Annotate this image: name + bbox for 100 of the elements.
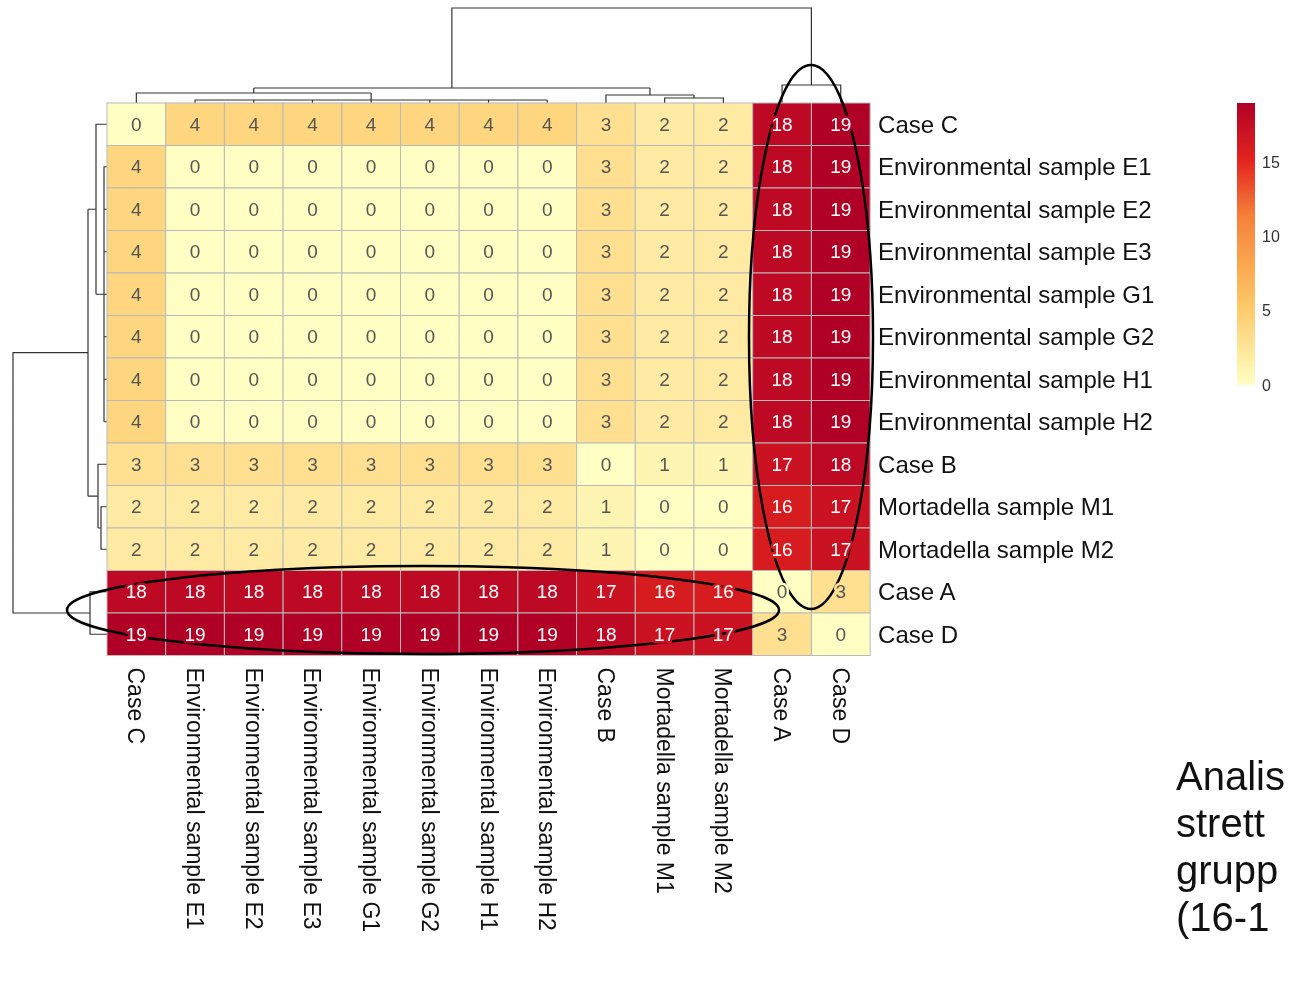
data-label: 2 — [659, 241, 670, 263]
data-label: 2 — [718, 411, 729, 433]
data-label: 19 — [830, 156, 852, 178]
data-label: 0 — [659, 538, 670, 560]
data-label: 18 — [360, 581, 382, 603]
text: strett — [1176, 801, 1265, 845]
data-label: 18 — [771, 411, 793, 433]
data-label: 4 — [307, 113, 319, 135]
data-label: 3 — [541, 453, 553, 475]
data-label: 2 — [424, 538, 436, 560]
data-label: 4 — [189, 113, 201, 135]
data-label: 0 — [483, 368, 494, 390]
data-label: 0 — [307, 326, 318, 348]
data-label: 0 — [718, 538, 729, 560]
data-label: 0 — [600, 453, 612, 475]
x-tick-label: Environmental sample E1 — [182, 667, 209, 930]
data-label: 3 — [600, 283, 612, 305]
y-tick-label: Environmental sample H2 — [878, 408, 1153, 436]
data-label: 19 — [184, 623, 206, 645]
data-label: 4 — [131, 411, 143, 433]
data-label: 4 — [131, 326, 143, 348]
data-label: 0 — [424, 368, 436, 390]
data-label: 18 — [595, 623, 617, 645]
data-label: 18 — [771, 326, 793, 348]
data-label: 0 — [424, 198, 436, 220]
x-tick-label: Environmental sample E3 — [299, 667, 326, 930]
data-label: 19 — [477, 623, 500, 645]
data-label: 0 — [541, 156, 553, 178]
x-tick-label: Case A — [769, 667, 796, 743]
data-label: 3 — [600, 368, 612, 390]
data-label: 3 — [776, 623, 788, 645]
data-label: 2 — [483, 496, 494, 518]
data-label: 0 — [424, 411, 436, 433]
data-label: 2 — [189, 538, 201, 560]
data-label: 0 — [248, 326, 260, 348]
data-label: 19 — [830, 198, 852, 220]
data-label: 2 — [541, 496, 553, 518]
data-label: 19 — [830, 368, 852, 390]
color-bar-label: 0 — [1262, 376, 1271, 394]
x-tick-label: Environmental sample E2 — [240, 667, 267, 930]
y-tick-label: Case D — [878, 620, 959, 648]
data-label: 0 — [659, 496, 670, 518]
data-label: 16 — [712, 581, 734, 603]
data-label: 18 — [125, 581, 147, 603]
data-label: 19 — [360, 623, 382, 645]
data-label: 0 — [483, 156, 494, 178]
text: (16-1 — [1176, 895, 1270, 939]
data-label: 3 — [307, 453, 318, 475]
data-label: 18 — [243, 581, 265, 603]
data-label: 0 — [189, 241, 201, 263]
data-label: 0 — [307, 241, 318, 263]
data-label: 0 — [424, 156, 436, 178]
data-label: 0 — [541, 326, 553, 348]
data-label: 2 — [541, 538, 553, 560]
data-label: 17 — [595, 581, 617, 603]
data-label: 3 — [131, 453, 142, 475]
text: Analis — [1176, 754, 1285, 798]
data-label: 19 — [419, 623, 441, 645]
data-label: 18 — [771, 368, 793, 390]
data-label: 0 — [248, 368, 260, 390]
data-label: 4 — [131, 368, 143, 390]
data-label: 0 — [248, 156, 260, 178]
data-label: 3 — [189, 453, 201, 475]
data-label: 0 — [248, 198, 260, 220]
data-label: 0 — [541, 411, 553, 433]
data-label: 0 — [248, 283, 260, 305]
y-tick-label: Environmental sample E2 — [878, 195, 1152, 223]
data-label: 2 — [131, 538, 142, 560]
data-label: 0 — [483, 411, 494, 433]
data-label: 16 — [771, 538, 793, 560]
data-label: 0 — [307, 411, 318, 433]
data-label: 0 — [776, 581, 788, 603]
data-label: 0 — [541, 241, 553, 263]
data-label: 18 — [830, 453, 852, 475]
data-label: 0 — [365, 156, 377, 178]
data-label: 3 — [600, 113, 612, 135]
data-label: 4 — [541, 113, 553, 135]
data-label: 2 — [659, 113, 670, 135]
data-label: 0 — [365, 326, 377, 348]
data-label: 1 — [600, 538, 612, 560]
data-label: 2 — [307, 538, 318, 560]
data-label: 4 — [131, 198, 143, 220]
data-label: 0 — [541, 368, 553, 390]
data-label: 2 — [659, 411, 670, 433]
data-label: 18 — [771, 241, 793, 263]
x-tick-label: Case B — [592, 667, 619, 743]
y-tick-label: Case A — [878, 578, 956, 606]
color-bar-label: 5 — [1262, 302, 1271, 320]
data-label: 0 — [483, 283, 494, 305]
data-label: 2 — [659, 283, 670, 305]
data-label: 2 — [365, 496, 377, 518]
data-label: 16 — [771, 496, 793, 518]
data-label: 0 — [307, 368, 318, 390]
text: grupp — [1176, 848, 1279, 892]
data-label: 2 — [718, 198, 729, 220]
color-bar-label: 15 — [1262, 153, 1280, 171]
data-label: 2 — [659, 368, 670, 390]
data-label: 0 — [424, 241, 436, 263]
data-label: 19 — [243, 623, 265, 645]
data-label: 19 — [830, 411, 852, 433]
